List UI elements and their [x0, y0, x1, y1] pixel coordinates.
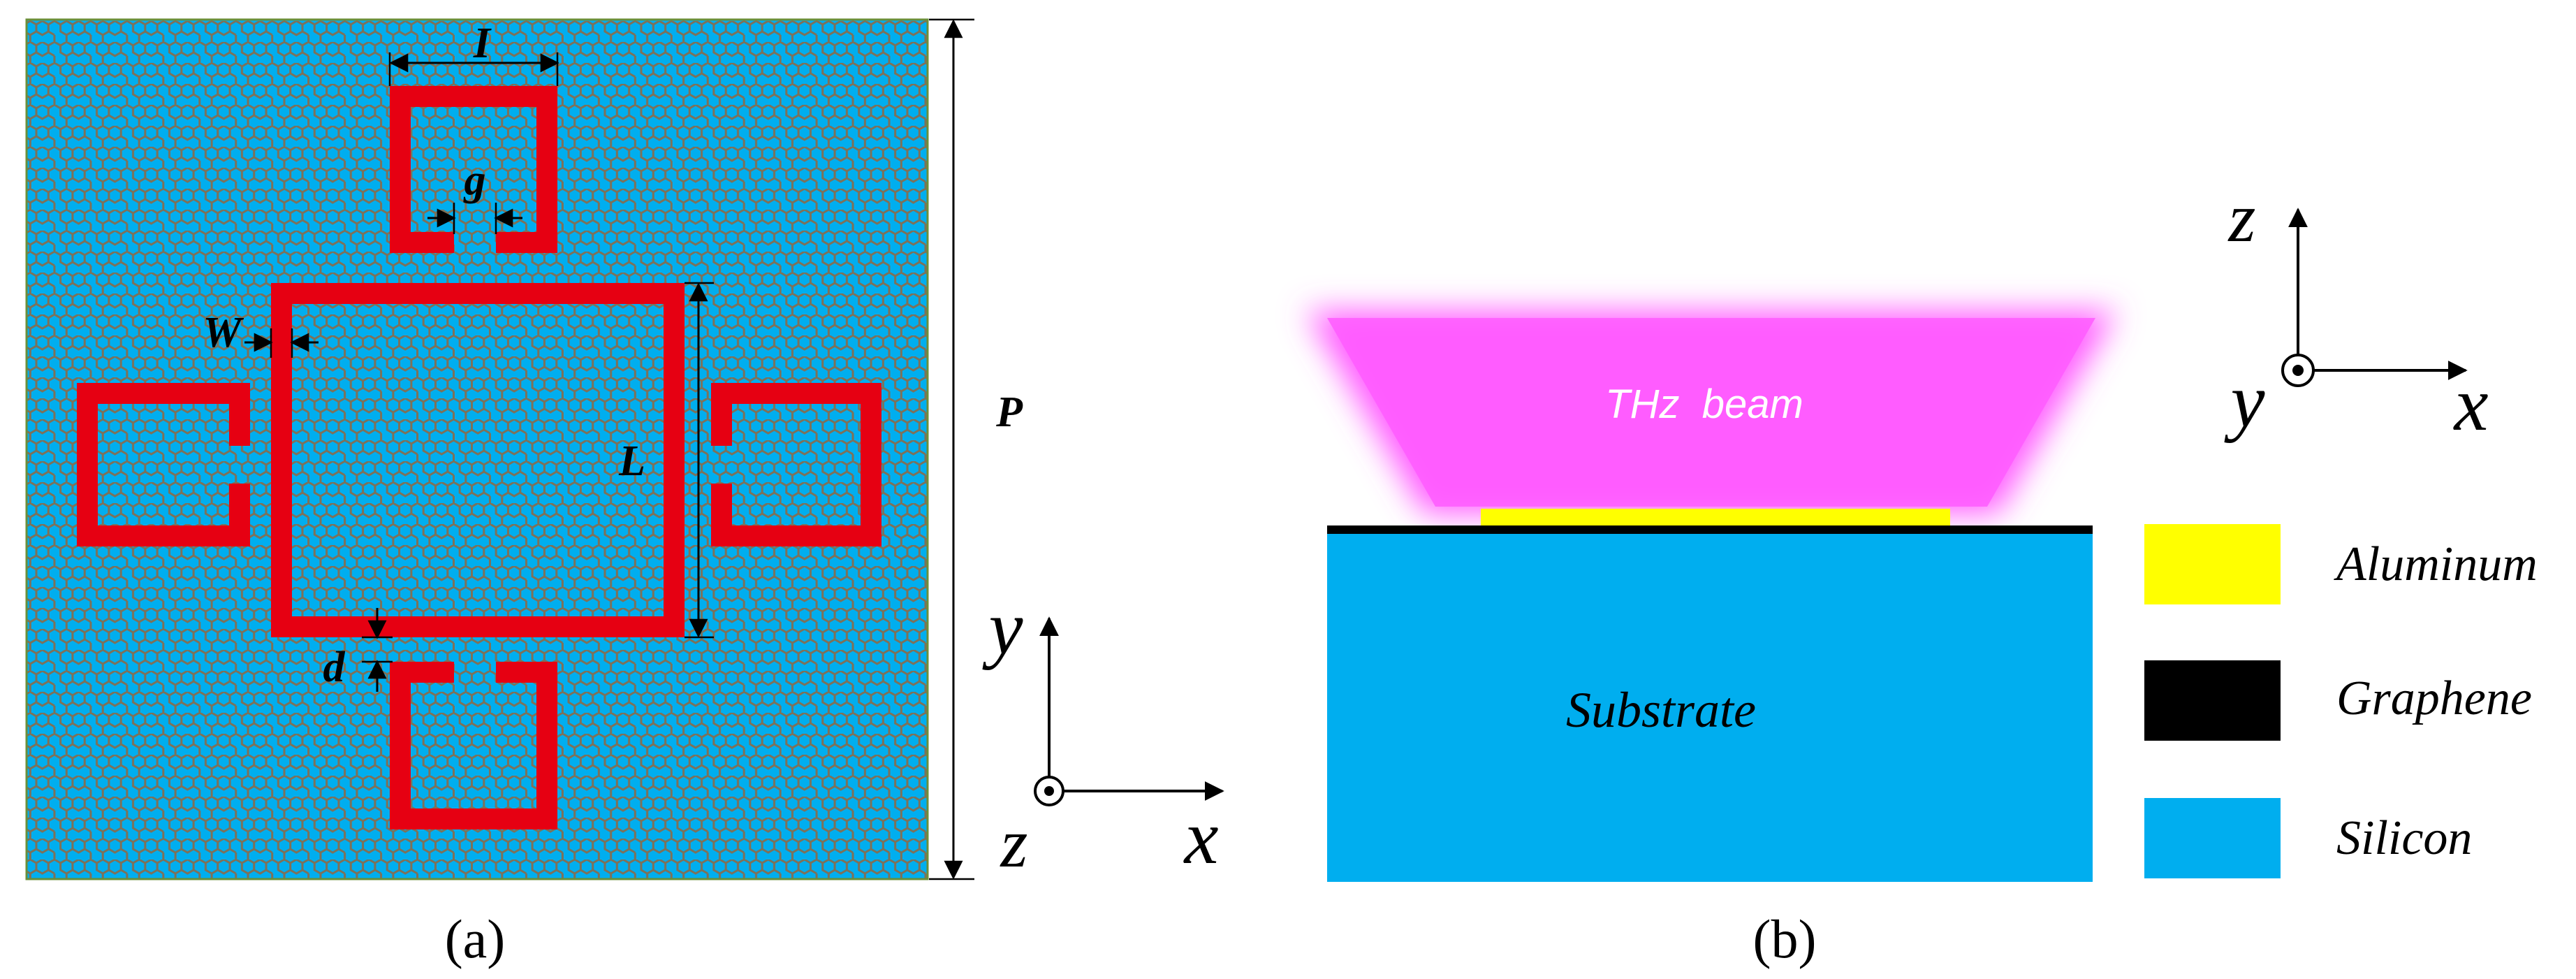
aluminum-layer [1481, 509, 1950, 527]
label-I: I [473, 20, 492, 67]
srr-left [77, 383, 250, 546]
legend-label-aluminum: Aluminum [2334, 537, 2538, 591]
axis-a-y-label: y [982, 585, 1023, 670]
axis-b-x-label: x [2453, 361, 2489, 447]
axis-a-x-label: x [1183, 795, 1219, 880]
panel-a: I g W L [25, 18, 1224, 969]
dimension-P: P [929, 18, 1023, 880]
dimension-g: g [427, 157, 522, 234]
srr-bottom [390, 662, 557, 829]
axes-a: y x z [982, 585, 1224, 882]
label-d: d [323, 644, 346, 691]
legend: Aluminum Graphene Silicon [2144, 524, 2538, 878]
unit-cell-border [25, 18, 929, 880]
legend-swatch-silicon [2144, 798, 2281, 878]
legend-item-graphene: Graphene [2144, 660, 2532, 741]
axis-b-y-label: y [2224, 358, 2265, 443]
dimension-L: L [618, 282, 714, 639]
beam-label: THz beam [1605, 382, 1803, 427]
axes-b: z y x [2224, 179, 2489, 447]
legend-swatch-aluminum [2144, 524, 2281, 604]
dimension-I: I [388, 20, 559, 86]
out-of-plane-dot-icon [1034, 776, 1064, 806]
legend-label-graphene: Graphene [2336, 672, 2532, 725]
legend-label-silicon: Silicon [2336, 811, 2472, 865]
dimension-d: d [323, 608, 393, 692]
graphene-layer [1327, 525, 2093, 534]
graphene-lattice [27, 20, 928, 879]
srr-right [711, 383, 881, 546]
caption-b: (b) [1753, 908, 1817, 969]
out-of-plane-dot-icon [2281, 354, 2315, 387]
label-g: g [463, 157, 486, 204]
substrate-block [1327, 534, 2093, 882]
label-W: W [203, 309, 244, 356]
label-L: L [618, 437, 645, 485]
axis-a-z-label: z [1000, 804, 1028, 882]
label-P: P [995, 389, 1023, 436]
legend-item-silicon: Silicon [2144, 798, 2472, 878]
dimension-W: W [203, 309, 319, 358]
caption-a: (a) [445, 908, 506, 969]
legend-swatch-graphene [2144, 660, 2281, 741]
substrate-label: Substrate [1566, 682, 1756, 738]
thz-beam-core [1327, 318, 2095, 507]
legend-item-aluminum: Aluminum [2144, 524, 2538, 604]
axis-b-z-label: z [2227, 179, 2256, 256]
panel-b: THz beam Substrate z y x Aluminum [1306, 179, 2538, 969]
srr-top [390, 86, 557, 253]
